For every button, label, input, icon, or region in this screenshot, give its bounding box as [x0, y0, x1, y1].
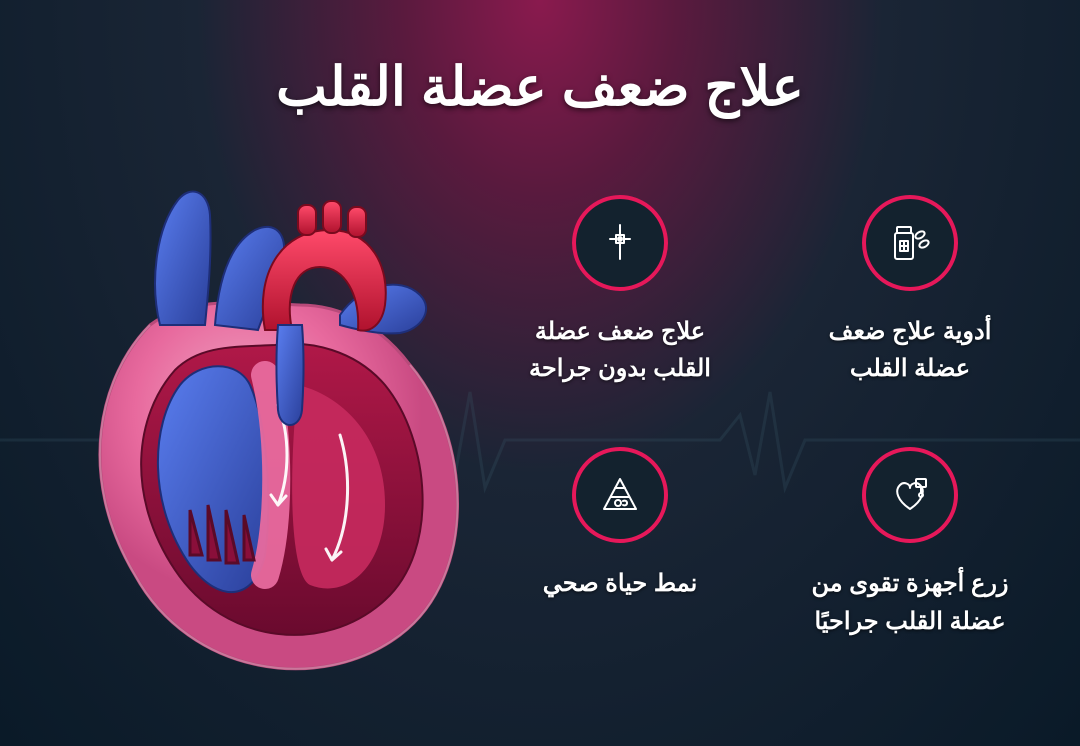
syringe-cross-icon	[572, 195, 668, 291]
item-label: زرع أجهزة تقوى من عضلة القلب جراحيًا	[805, 565, 1015, 639]
food-pyramid-icon	[572, 447, 668, 543]
item-device-implant: زرع أجهزة تقوى من عضلة القلب جراحيًا	[805, 447, 1015, 639]
medicine-bottle-icon	[862, 195, 958, 291]
item-label: أدوية علاج ضعف عضلة القلب	[805, 313, 1015, 387]
treatment-grid: أدوية علاج ضعف عضلة القلب علاج ضعف عضلة …	[515, 195, 1015, 640]
heart-device-icon	[862, 447, 958, 543]
page-title: علاج ضعف عضلة القلب	[0, 55, 1080, 118]
item-label: علاج ضعف عضلة القلب بدون جراحة	[515, 313, 725, 387]
item-medication: أدوية علاج ضعف عضلة القلب	[805, 195, 1015, 387]
heart-illustration	[40, 175, 500, 695]
infographic-canvas: علاج ضعف عضلة القلب	[0, 0, 1080, 746]
item-nonsurgical: علاج ضعف عضلة القلب بدون جراحة	[515, 195, 725, 387]
item-lifestyle: نمط حياة صحي	[515, 447, 725, 639]
item-label: نمط حياة صحي	[543, 565, 698, 602]
